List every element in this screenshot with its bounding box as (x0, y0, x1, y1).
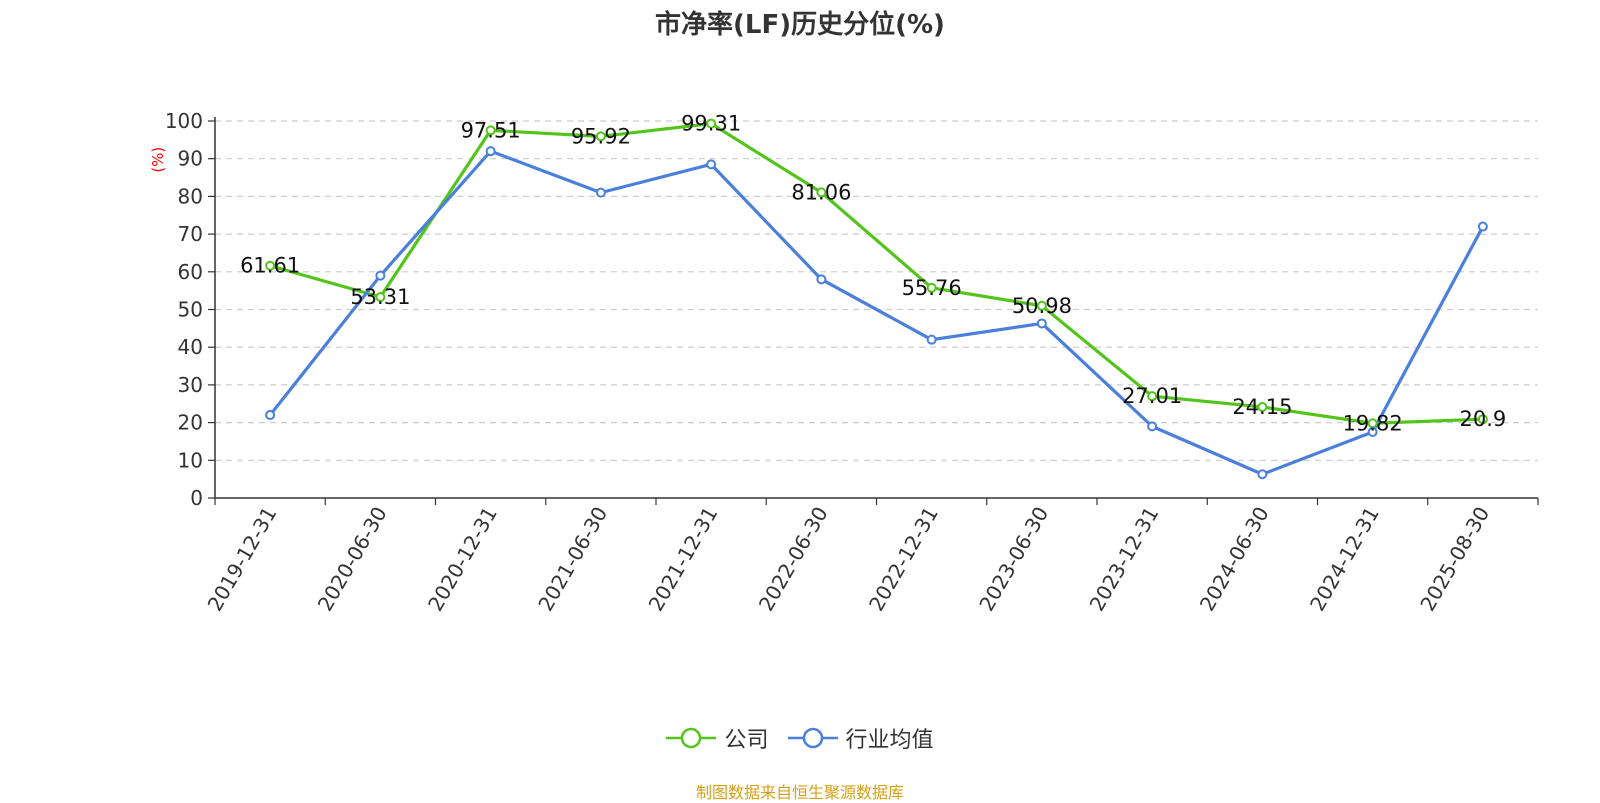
legend: 公司 行业均值 (0, 722, 1600, 757)
data-point-industry-average (706, 159, 717, 170)
data-point-industry-average (1367, 427, 1378, 438)
x-tick-label: 2019-12-31 (203, 503, 282, 616)
data-point-industry-average (1477, 221, 1488, 232)
series-layer (265, 118, 1488, 480)
data-label: 20.9 (1459, 407, 1506, 431)
series-line-company (269, 122, 1483, 425)
y-tick-label: 60 (178, 260, 203, 284)
y-tick-label: 30 (178, 373, 203, 397)
y-tick-label: 100 (165, 109, 203, 133)
data-label: 24.15 (1232, 395, 1292, 419)
data-label: 53.31 (350, 285, 410, 309)
data-label: 99.31 (681, 112, 741, 136)
legend-company-marker (666, 727, 717, 749)
x-tick-label: 2025-08-30 (1415, 503, 1494, 616)
data-point-company (265, 260, 276, 271)
y-tick-label: 0 (190, 486, 203, 510)
data-point-industry-average (375, 270, 386, 281)
data-label: 97.51 (461, 118, 521, 142)
data-label: 55.76 (902, 276, 962, 300)
legend-industry-marker (787, 727, 838, 749)
data-label: 61.61 (240, 254, 300, 278)
y-tick-label: 10 (178, 448, 203, 472)
y-tick-label: 90 (178, 147, 203, 171)
data-label: 50.98 (1012, 294, 1072, 318)
data-point-company (1147, 391, 1158, 402)
data-point-industry-average (485, 146, 496, 157)
x-tick-label: 2024-12-31 (1305, 503, 1384, 616)
data-label: 27.01 (1122, 384, 1182, 408)
x-tick-label: 2020-06-30 (313, 503, 392, 616)
x-tick-label: 2020-12-31 (423, 503, 502, 616)
x-tick-label: 2022-12-31 (864, 503, 943, 616)
legend-company-label: 公司 (724, 728, 769, 753)
data-point-company (1036, 300, 1047, 311)
series-line-industry-average (268, 149, 1485, 476)
data-point-company (485, 125, 496, 136)
data-point-industry-average (1147, 421, 1158, 432)
grid-lines (215, 120, 1538, 461)
x-tick-label: 2023-06-30 (974, 503, 1053, 616)
x-tick-label: 2022-06-30 (754, 503, 833, 616)
data-point-company (706, 118, 717, 129)
data-point-industry-average (595, 187, 606, 198)
data-point-industry-average (926, 334, 937, 345)
data-point-company (1257, 401, 1268, 412)
y-tick-label: 80 (178, 184, 203, 208)
data-labels: 61.61 53.31 97.51 95.92 99.31 81.06 55.76 50.98… (240, 112, 1506, 436)
data-point-industry-average (265, 410, 276, 421)
y-tick-label: 50 (178, 298, 203, 322)
chart-title: 市净率(LF)历史分位(%) (655, 10, 945, 40)
legend-item-company[interactable]: 公司 (666, 722, 769, 754)
x-tick-label: 2023-12-31 (1085, 503, 1164, 616)
data-point-industry-average (1257, 469, 1268, 480)
data-label: 95.92 (571, 124, 631, 148)
y-axis-label: (%) (149, 147, 167, 173)
legend-item-industry-average[interactable]: 行业均值 (787, 722, 934, 754)
data-label: 19.82 (1343, 411, 1403, 435)
data-point-company (1477, 414, 1488, 425)
data-point-industry-average (816, 274, 827, 285)
y-tick-label: 70 (178, 222, 203, 246)
data-label: 81.06 (791, 180, 851, 204)
source-note: 制图数据来自恒生聚源数据库 (695, 783, 904, 802)
x-tick-label: 2024-06-30 (1195, 503, 1274, 616)
x-tick-label: 2021-06-30 (533, 503, 612, 616)
y-tick-label: 40 (178, 335, 203, 359)
data-point-company (595, 131, 606, 142)
data-point-industry-average (1036, 318, 1047, 329)
x-tick-label: 2021-12-31 (644, 503, 723, 616)
data-point-company (816, 187, 827, 198)
data-point-company (926, 282, 937, 293)
data-point-company (375, 292, 386, 303)
y-tick-label: 20 (178, 411, 203, 435)
legend-industry-label: 行业均值 (845, 728, 934, 753)
